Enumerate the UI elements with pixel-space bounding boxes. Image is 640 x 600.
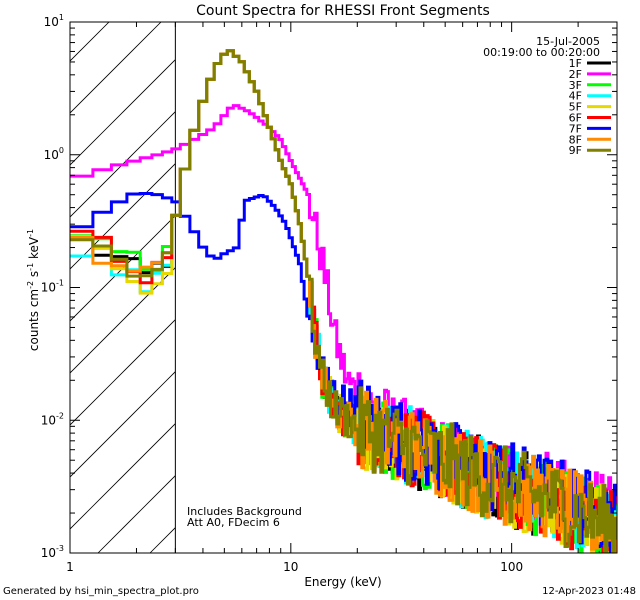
x-tick-label: 100 xyxy=(500,560,523,574)
hatch-line xyxy=(70,22,162,114)
time-range-label: 00:19:00 to 00:20:00 xyxy=(483,46,600,59)
legend-entry-label: 6F xyxy=(569,112,582,125)
legend-entry-label: 2F xyxy=(569,68,582,81)
annotation-background: Includes Background xyxy=(187,505,302,518)
x-tick-label: 1 xyxy=(66,560,74,574)
hatch-line xyxy=(70,371,176,478)
series-8F-line xyxy=(70,49,617,553)
footer-generated-by: Generated by hsi_min_spectra_plot.pro xyxy=(3,586,199,597)
y-tick-label: 100 xyxy=(44,146,64,162)
footer-timestamp: 12-Apr-2023 01:48 xyxy=(542,586,636,597)
hatch-line xyxy=(0,0,86,553)
x-tick-labels: 1 10 100 xyxy=(66,560,523,574)
hatch-line xyxy=(70,163,176,270)
y-tick-label: 101 xyxy=(44,13,64,29)
legend-entry-label: 1F xyxy=(569,57,582,70)
chart-title: Count Spectra for RHESSI Front Segments xyxy=(196,3,490,19)
legend-entry-label: 9F xyxy=(569,144,582,157)
series-layer xyxy=(70,49,617,553)
x-axis-label: Energy (keV) xyxy=(304,575,381,589)
y-tick-label: 10-2 xyxy=(41,411,64,427)
y-axis-label: counts cm-2 s-1 keV-1 xyxy=(26,229,41,351)
axis-ticks xyxy=(69,21,618,554)
y-tick-label: 10-3 xyxy=(41,544,64,560)
legend-entry-label: 8F xyxy=(569,133,582,146)
legend-entry-label: 4F xyxy=(569,90,582,103)
series-9F-line xyxy=(70,49,617,553)
y-tick-labels: 10-3 10-2 10-1 100 101 xyxy=(41,13,64,560)
hatch-line xyxy=(70,215,176,322)
legend-entry-label: 5F xyxy=(569,101,582,114)
hatch-line xyxy=(70,22,110,62)
annotation-attenuator: Att A0, FDecim 6 xyxy=(187,516,280,529)
hatch-line xyxy=(70,423,176,530)
legend-entry-label: 3F xyxy=(569,79,582,92)
y-tick-label: 10-1 xyxy=(41,279,64,295)
legend-entry-label: 7F xyxy=(569,122,582,135)
date-label: 15-Jul-2005 xyxy=(536,35,600,48)
x-tick-label: 10 xyxy=(283,560,298,574)
hatch-line xyxy=(70,59,176,166)
